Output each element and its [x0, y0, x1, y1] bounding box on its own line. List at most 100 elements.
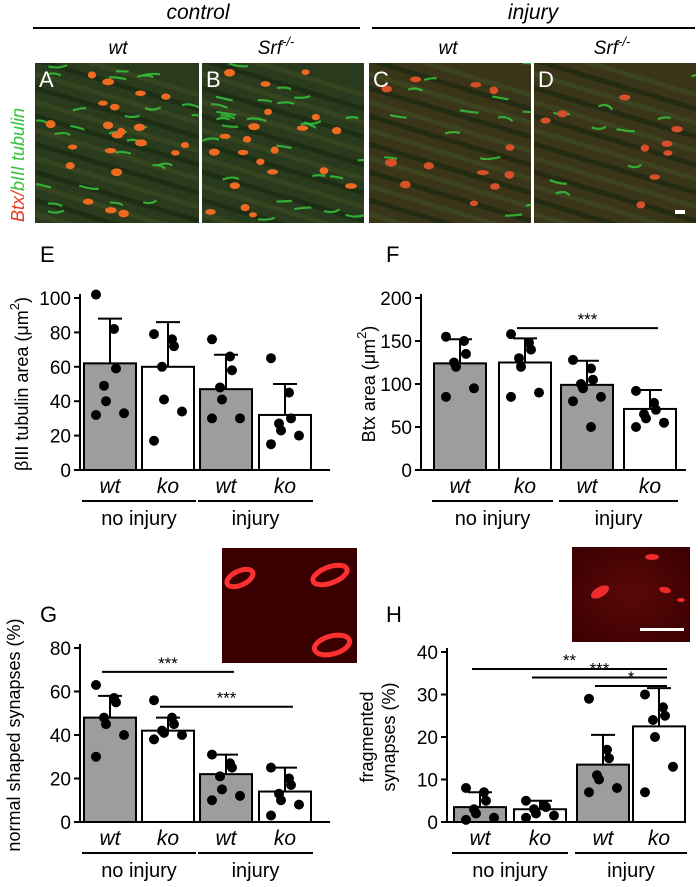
- data-point: [207, 413, 217, 423]
- red-endplate: [241, 204, 250, 211]
- red-endplate: [400, 181, 411, 189]
- data-point: [586, 422, 596, 432]
- bar-2: [142, 367, 194, 470]
- data-point: [169, 719, 179, 729]
- muscle-fiber: [524, 225, 698, 280]
- category-label: wt: [100, 827, 122, 850]
- data-point: [159, 394, 169, 404]
- category-label: wt: [577, 475, 599, 498]
- red-endplate: [490, 87, 498, 95]
- data-point: [227, 365, 237, 375]
- red-endplate: [171, 150, 179, 155]
- y-axis-label: normal shaped synapses (%): [4, 618, 24, 851]
- data-point: [227, 763, 237, 773]
- y-tick-label: 40: [50, 726, 71, 747]
- category-label: ko: [648, 827, 671, 850]
- bar-4: [633, 726, 685, 822]
- data-point: [549, 811, 559, 821]
- y-label-text: βIII tubulin area (μm: [12, 310, 32, 471]
- red-endplate: [260, 81, 270, 87]
- y-tick-label: 100: [39, 289, 71, 310]
- synapse-fragment: [677, 598, 685, 602]
- red-endplate: [636, 201, 645, 208]
- data-point: [469, 383, 479, 393]
- red-endplate: [649, 174, 660, 179]
- y-label-text: normal shaped synapses (%): [4, 618, 24, 851]
- red-endplate: [248, 123, 260, 130]
- category-label: wt: [216, 827, 238, 850]
- red-endplate: [312, 114, 320, 120]
- data-point: [91, 290, 101, 300]
- red-endplate: [345, 183, 357, 189]
- srf-sup-d: -/-: [618, 34, 631, 49]
- red-endplate: [619, 94, 630, 100]
- red-endplate: [230, 182, 240, 189]
- data-point: [668, 762, 678, 772]
- red-endplate: [661, 141, 672, 147]
- data-point: [479, 787, 489, 797]
- panel-letter: G: [40, 602, 57, 627]
- micrograph-b: B: [192, 43, 374, 280]
- red-endplate: [105, 148, 117, 153]
- category-label: wt: [100, 475, 122, 498]
- side-btx: Btx/: [8, 189, 28, 222]
- scale-bar: [640, 628, 684, 631]
- red-endplate: [410, 76, 421, 82]
- data-point: [111, 697, 121, 707]
- data-point: [594, 775, 604, 785]
- data-point: [159, 728, 169, 738]
- data-point: [658, 702, 668, 712]
- data-point: [266, 763, 276, 773]
- data-point: [215, 771, 225, 781]
- red-endplate: [46, 120, 56, 128]
- red-endplate: [663, 150, 672, 155]
- red-endplate: [118, 210, 129, 217]
- data-point: [276, 795, 286, 805]
- data-point: [631, 386, 641, 396]
- control-label: control: [166, 1, 230, 24]
- data-point: [526, 345, 536, 355]
- data-point: [516, 362, 526, 372]
- data-point: [506, 392, 516, 402]
- data-point: [568, 396, 578, 406]
- data-point: [584, 787, 594, 797]
- y-tick-label: 0: [427, 813, 438, 834]
- group-label: no injury: [472, 860, 548, 882]
- data-point: [640, 787, 650, 797]
- y-label-close: ): [359, 326, 379, 332]
- data-point: [177, 407, 187, 417]
- red-endplate: [505, 171, 515, 179]
- group-label: injury: [232, 860, 280, 882]
- data-point: [207, 334, 217, 344]
- side-stain-label: Btx/bIII tubulin: [8, 108, 28, 222]
- category-label: ko: [157, 827, 180, 850]
- data-point: [521, 813, 531, 823]
- data-point: [217, 784, 227, 794]
- significance-label: ***: [217, 689, 237, 708]
- data-point: [266, 439, 276, 449]
- data-point: [651, 405, 661, 415]
- y-tick-label: 80: [50, 323, 71, 344]
- green-axon: [346, 117, 358, 118]
- srf-label-d: Srf-/-: [594, 34, 631, 59]
- red-endplate: [470, 201, 478, 207]
- data-point: [514, 353, 524, 363]
- green-axon: [505, 215, 522, 216]
- data-point: [568, 355, 578, 365]
- y-label-sup: 2: [7, 303, 22, 310]
- data-point: [489, 813, 499, 823]
- data-point: [207, 750, 217, 760]
- red-endplate: [134, 124, 145, 131]
- red-endplate: [505, 144, 514, 150]
- data-point: [641, 413, 651, 423]
- data-point: [531, 809, 541, 819]
- red-endplate: [319, 167, 328, 174]
- bar-1: [434, 363, 486, 470]
- srf-label-b: Srf-/-: [258, 34, 295, 59]
- y-tick-label: 30: [417, 686, 438, 707]
- y-tick-label: 20: [417, 728, 438, 749]
- data-point: [266, 353, 276, 363]
- data-point: [286, 780, 296, 790]
